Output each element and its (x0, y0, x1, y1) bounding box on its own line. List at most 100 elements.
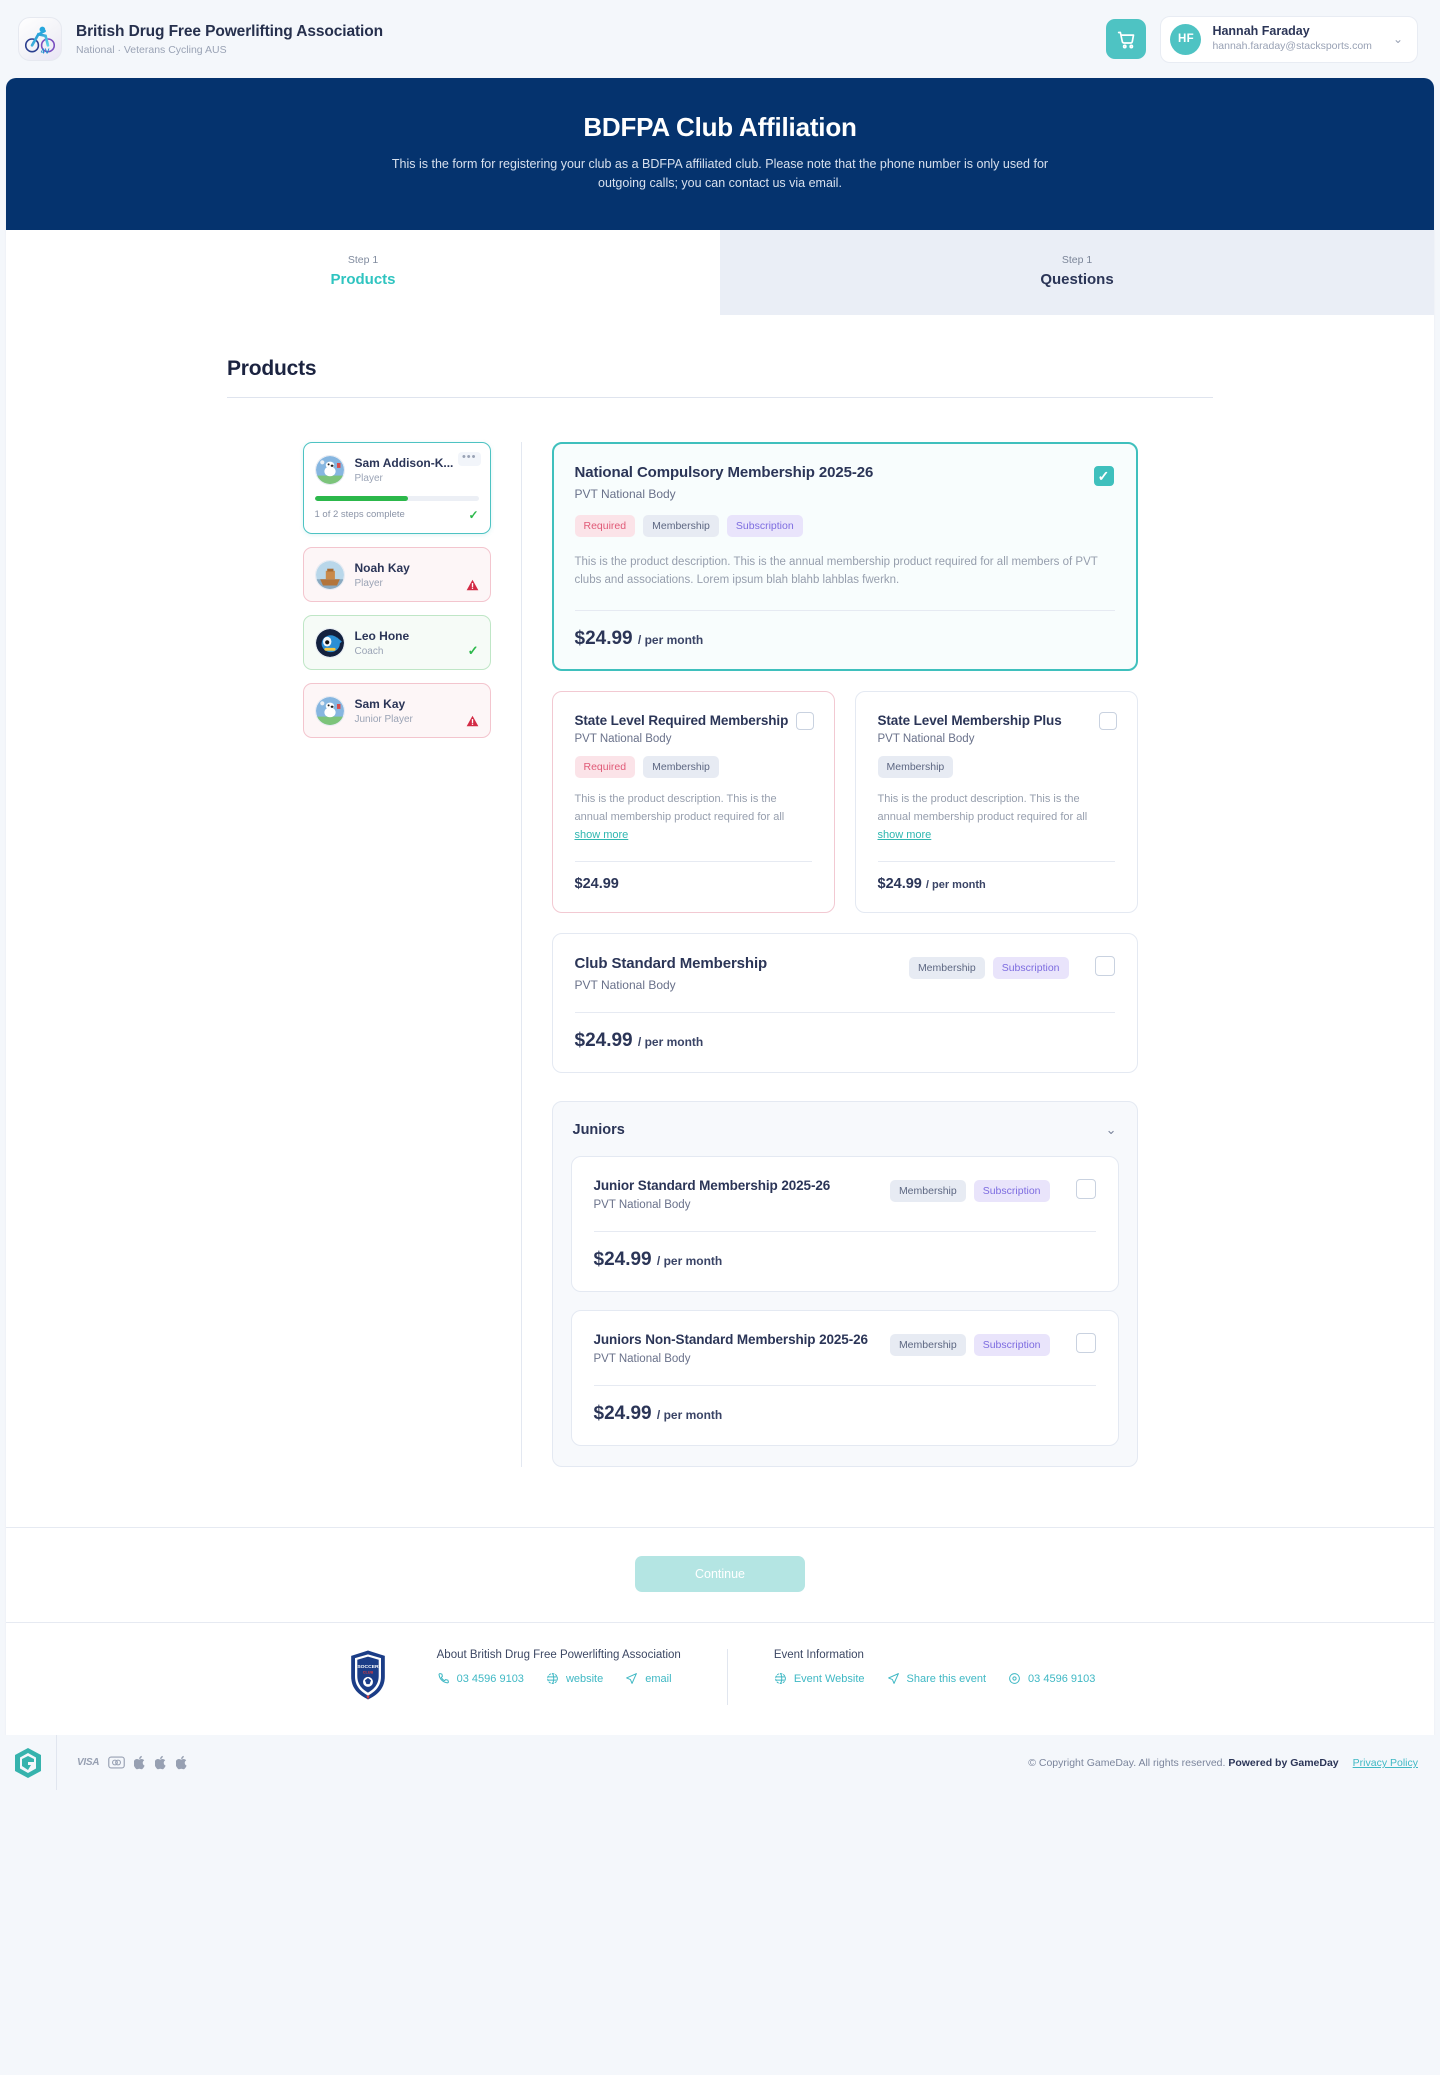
product-card-state-level-plus[interactable]: State Level Membership Plus PVT National… (854, 691, 1138, 914)
member-name: Leo Hone (354, 628, 410, 643)
member-card-noah-kay[interactable]: Noah Kay Player (302, 546, 491, 602)
member-menu-icon[interactable]: ••• (457, 451, 481, 466)
payment-methods: VISA (57, 1755, 188, 1770)
product-price-row: $24.99 / per month (594, 1403, 1096, 1425)
tag-required: Required (574, 514, 636, 537)
product-card-state-level-required[interactable]: State Level Required Membership PVT Nati… (551, 691, 835, 914)
divider (593, 1231, 1096, 1233)
user-email: hannah.faraday@stacksports.com (1212, 40, 1372, 53)
product-checkbox[interactable] (795, 712, 814, 730)
tag-subscription: Subscription (973, 1334, 1050, 1357)
footer-event-website-link[interactable]: Event Website (774, 1672, 865, 1685)
footer-website-link[interactable]: website (546, 1672, 603, 1685)
product-tags: Membership Subscription (889, 1334, 1050, 1357)
continue-button[interactable]: Continue (635, 1556, 805, 1593)
product-description: This is the product description. This is… (574, 555, 1098, 587)
footer-divider (726, 1649, 728, 1706)
member-card-sam-addison[interactable]: ••• (302, 441, 491, 534)
user-menu[interactable]: HF Hannah Faraday hannah.faraday@stacksp… (1160, 15, 1418, 63)
product-tags: Membership (877, 756, 1115, 778)
product-checkbox[interactable] (1075, 1333, 1096, 1354)
product-title: Junior Standard Membership 2025-26 (593, 1178, 831, 1194)
tag-membership: Membership (889, 1334, 966, 1357)
member-name: Sam Addison-K... (354, 455, 454, 470)
main-content: Products ••• (6, 315, 1434, 1528)
member-card-sam-kay[interactable]: Sam Kay Junior Player (302, 682, 491, 738)
product-description: This is the product description. This is… (878, 791, 1115, 844)
product-title: Club Standard Membership (574, 955, 768, 973)
product-card-junior-standard[interactable]: Junior Standard Membership 2025-26 PVT N… (570, 1156, 1119, 1293)
product-price-row: $24.99 / per month (594, 1249, 1096, 1271)
product-tags: Membership Subscription (908, 957, 1069, 980)
product-description-text: This is the product description. This is… (877, 793, 1088, 823)
top-bar-actions: HF Hannah Faraday hannah.faraday@stacksp… (1106, 15, 1418, 63)
footer-phone-label: 03 4596 9103 (456, 1672, 524, 1685)
globe-icon (774, 1673, 786, 1685)
product-title: National Compulsory Membership 2025-26 (574, 463, 874, 481)
footer-email-link[interactable]: email (625, 1672, 672, 1685)
product-period: / per month (637, 633, 704, 647)
member-role: Coach (354, 645, 384, 657)
svg-text:4V: 4V (41, 47, 50, 55)
tab-products[interactable]: Step 1 Products (6, 229, 720, 315)
chevron-down-icon[interactable]: ⌄ (1392, 32, 1403, 46)
product-price-row: $24.99 / per month (575, 628, 1115, 650)
show-more-link[interactable]: show more (574, 828, 629, 841)
footer-about-title: About British Drug Free Powerlifting Ass… (436, 1649, 681, 1662)
phone-icon (438, 1673, 449, 1684)
product-price: $24.99 (574, 1030, 633, 1052)
product-price: $24.99 (877, 876, 922, 893)
tag-membership: Membership (877, 756, 954, 778)
product-price-row: $24.99 (575, 876, 812, 892)
product-org: PVT National Body (593, 1353, 691, 1366)
product-card-club-standard[interactable]: Club Standard Membership PVT National Bo… (551, 933, 1138, 1074)
product-org: PVT National Body (574, 733, 672, 745)
tag-membership: Membership (908, 957, 985, 980)
product-checkbox[interactable] (1093, 465, 1114, 486)
tab-questions-step: Step 1 (1061, 253, 1093, 266)
group-header[interactable]: Juniors ⌄ (571, 1120, 1119, 1138)
footer-event-title: Event Information (773, 1649, 864, 1662)
product-period: / per month (656, 1408, 723, 1423)
member-card-leo-hone[interactable]: Leo Hone Coach ✓ (302, 614, 491, 670)
product-checkbox[interactable] (1094, 956, 1115, 977)
product-card-national-compulsory[interactable]: National Compulsory Membership 2025-26 P… (551, 441, 1138, 671)
product-list: National Compulsory Membership 2025-26 P… (551, 441, 1138, 1468)
products-layout: ••• (6, 398, 1434, 1528)
copyright-area: © Copyright GameDay. All rights reserved… (1028, 1757, 1418, 1769)
show-more-link[interactable]: show more (877, 828, 932, 841)
check-icon: ✓ (468, 507, 479, 522)
member-role: Player (354, 577, 383, 589)
product-card-juniors-non-standard[interactable]: Juniors Non-Standard Membership 2025-26 … (570, 1310, 1119, 1447)
privacy-policy-link[interactable]: Privacy Policy (1352, 1756, 1418, 1769)
footer-location-link[interactable]: 03 4596 9103 (1008, 1672, 1095, 1685)
product-price: $24.99 (574, 876, 619, 893)
tag-subscription: Subscription (973, 1180, 1050, 1203)
divider (574, 1012, 1115, 1014)
divider (574, 861, 812, 863)
product-checkbox[interactable] (1075, 1179, 1096, 1200)
footer-about: About British Drug Free Powerlifting Ass… (437, 1649, 681, 1685)
member-avatar (314, 559, 345, 590)
chevron-down-icon[interactable]: ⌄ (1105, 1122, 1117, 1138)
product-tags: Membership Subscription (889, 1180, 1050, 1203)
footer-phone-link[interactable]: 03 4596 9103 (437, 1672, 524, 1685)
svg-text:SOCCER: SOCCER (357, 1665, 379, 1671)
org-subtitle: National · Veterans Cycling AUS (76, 43, 227, 56)
divider (593, 1385, 1096, 1387)
product-price-row: $24.99 / per month (878, 876, 1115, 892)
footer-location-label: 03 4596 9103 (1028, 1672, 1096, 1685)
copyright-label: Copyright GameDay. All rights reserved. (1038, 1756, 1226, 1769)
tab-questions[interactable]: Step 1 Questions (720, 229, 1434, 315)
cart-button[interactable] (1106, 19, 1147, 59)
brand[interactable]: 4V British Drug Free Powerlifting Associ… (18, 17, 383, 61)
apple-pay-icon (155, 1756, 166, 1770)
product-checkbox[interactable] (1098, 712, 1117, 730)
page-card: BDFPA Club Affiliation This is the form … (6, 78, 1434, 1736)
divider (574, 610, 1115, 611)
page-description: This is the form for registering your cl… (391, 157, 1049, 191)
club-crest-icon: SOCCER CLUB (350, 1650, 385, 1700)
member-list: ••• (302, 441, 491, 1468)
product-description: This is the product description. This is… (575, 791, 812, 844)
footer-share-link[interactable]: Share this event (887, 1672, 986, 1685)
